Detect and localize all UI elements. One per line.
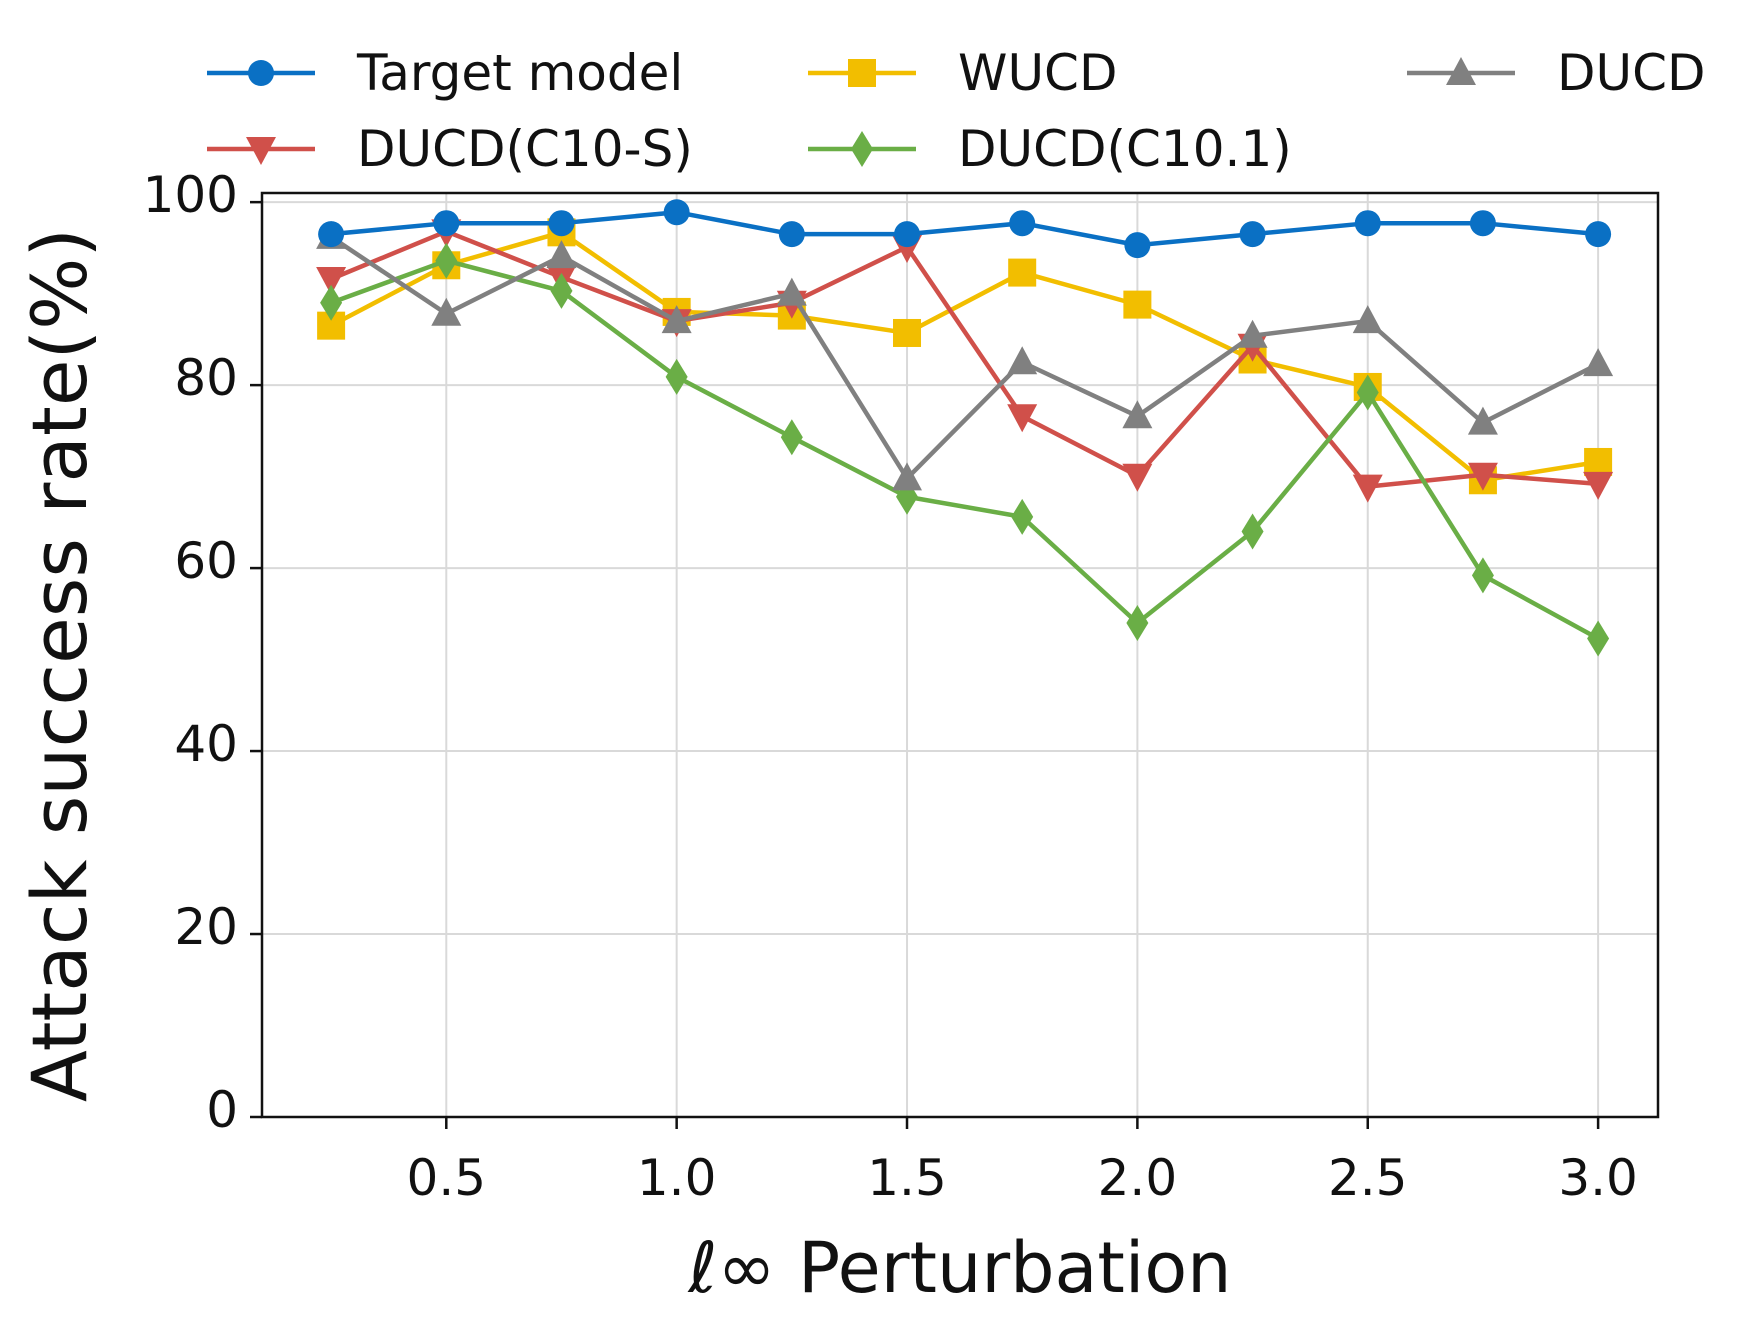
x-tick-label: 0.5 — [407, 1149, 487, 1207]
data-point-ducd — [776, 277, 807, 306]
legend-label: Target model — [356, 44, 683, 102]
data-point-target-model — [433, 210, 460, 237]
data-point-ducd-c10-s — [1583, 471, 1614, 500]
data-point-target-model — [1469, 210, 1496, 237]
y-tick-label: 40 — [174, 715, 238, 773]
legend-marker — [1446, 57, 1476, 85]
data-point-ducd-c10-1 — [780, 419, 803, 456]
data-point-target-model — [1124, 232, 1151, 259]
data-point-ducd — [1007, 346, 1038, 375]
data-point-target-model — [548, 210, 575, 237]
data-point-ducd-c10-s — [1467, 462, 1498, 491]
data-point-wucd — [1008, 258, 1037, 287]
data-point-ducd-c10-1 — [1356, 374, 1379, 411]
data-point-ducd-c10-1 — [1241, 513, 1264, 550]
data-point-ducd — [1467, 406, 1498, 435]
series-line-wucd — [330, 230, 1599, 483]
legend-label: DUCD(C10.1) — [958, 120, 1292, 178]
data-point-ducd — [1237, 319, 1268, 348]
data-point-target-model — [778, 221, 805, 248]
data-point-wucd — [1123, 290, 1152, 319]
data-point-ducd — [546, 240, 577, 269]
legend-marker — [248, 60, 274, 86]
y-tick-label: 60 — [174, 532, 238, 590]
grid-lines — [262, 193, 1658, 1118]
legend-label: DUCD(C10-S) — [357, 120, 693, 178]
data-point-ducd — [661, 305, 692, 334]
data-point-ducd-c10-1 — [320, 284, 343, 321]
data-point-wucd — [893, 318, 922, 347]
legend-marker — [848, 59, 876, 87]
data-point-target-model — [1354, 210, 1381, 237]
x-tick-label: 1.0 — [637, 1149, 717, 1207]
data-point-wucd — [1584, 447, 1613, 476]
data-point-ducd-c10-s — [316, 266, 347, 295]
x-tick-label: 2.0 — [1098, 1149, 1178, 1207]
x-tick-label: 3.0 — [1558, 1149, 1638, 1207]
x-tick-label: 2.5 — [1328, 1149, 1408, 1207]
series-line-ducd — [329, 235, 1600, 481]
plot-frame — [260, 191, 1660, 1119]
data-point-target-model — [894, 221, 921, 248]
data-point-ducd-c10-1 — [1587, 620, 1610, 657]
series-wucd — [317, 218, 1613, 495]
data-point-target-model — [1239, 221, 1266, 248]
data-point-ducd — [1583, 348, 1614, 377]
data-point-target-model — [663, 199, 690, 226]
series-layer — [316, 199, 1614, 657]
data-point-ducd-c10-1 — [665, 358, 688, 395]
data-point-target-model — [1585, 221, 1612, 248]
data-point-ducd-c10-s — [1352, 474, 1383, 503]
legend-item-ducd-c10-s: DUCD(C10-S) — [207, 120, 693, 178]
series-line-target-model — [330, 209, 1599, 248]
y-tick-label: 80 — [174, 349, 238, 407]
series-ducd-c10-s — [316, 219, 1614, 503]
data-point-ducd — [892, 462, 923, 491]
series-line-ducd-c10-1 — [330, 258, 1600, 641]
legend-label: WUCD — [958, 44, 1117, 102]
data-point-ducd — [1122, 400, 1153, 429]
legend-item-wucd: WUCD — [808, 44, 1117, 102]
legend-item-target-model: Target model — [207, 44, 683, 102]
y-axis-label: Attack success rate(%) — [15, 228, 104, 1102]
legend-item-ducd: DUCD — [1407, 44, 1706, 102]
legend-marker — [246, 137, 276, 165]
axis-ticks: 0.5 1.0 1.5 2.0 2.5 3.0 0 20 40 60 80 100 — [143, 166, 1638, 1207]
data-point-target-model — [318, 221, 345, 248]
legend-item-ducd-c10-1: DUCD(C10.1) — [808, 120, 1292, 178]
data-point-ducd-c10-s — [1007, 404, 1038, 433]
data-point-ducd-c10-1 — [1126, 604, 1149, 641]
x-axis-label: ℓ∞ Perturbation — [687, 1227, 1231, 1309]
y-tick-label: 100 — [143, 166, 238, 224]
data-point-target-model — [1009, 210, 1036, 237]
data-point-ducd-c10-1 — [435, 242, 458, 279]
data-point-ducd — [431, 297, 462, 326]
y-tick-label: 20 — [174, 898, 238, 956]
series-target-model — [318, 199, 1612, 259]
data-point-ducd — [1352, 305, 1383, 334]
data-point-ducd-c10-s — [1122, 463, 1153, 492]
legend-marker — [851, 131, 873, 167]
data-point-ducd-c10-1 — [550, 272, 573, 309]
series-ducd — [316, 220, 1614, 491]
x-tick-label: 1.5 — [867, 1149, 947, 1207]
data-point-ducd-c10-1 — [1011, 498, 1034, 535]
legend: Target model WUCD DUCD DUCD(C10-S) DUCD(C10.… — [207, 44, 1706, 178]
series-line-ducd-c10-s — [330, 229, 1599, 489]
y-tick-label: 0 — [206, 1081, 238, 1139]
data-point-ducd-c10-1 — [1471, 557, 1494, 594]
legend-label: DUCD — [1557, 44, 1706, 102]
